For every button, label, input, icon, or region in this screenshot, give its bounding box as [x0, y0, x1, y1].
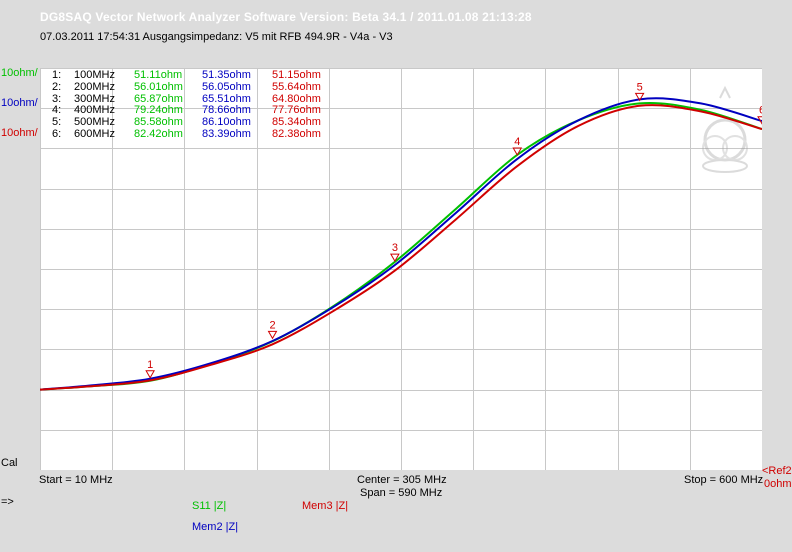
series-line-mem3	[40, 104, 762, 391]
marker-2-label: 2	[269, 319, 275, 331]
marker-6-triangle	[757, 116, 762, 125]
marker-cell-freq: 100MHz	[74, 69, 115, 81]
marker-cell-mem3: 82.38ohm	[272, 128, 321, 140]
marker-5-triangle	[634, 92, 645, 102]
marker-1-label: 1	[147, 359, 153, 371]
marker-cell-idx: 2:	[52, 80, 62, 93]
span-frequency[interactable]: Span = 590 MHz	[360, 487, 443, 499]
marker-cell-idx: 4:	[52, 104, 62, 117]
marker-3-label: 3	[392, 242, 398, 254]
cal-status[interactable]: Cal	[1, 457, 18, 469]
series-line-mem2	[40, 97, 762, 391]
start-frequency[interactable]: Start = 10 MHz	[39, 474, 113, 486]
marker-cell-mem2: 65.51ohm	[202, 92, 251, 105]
marker-cell-freq: 500MHz	[74, 116, 115, 129]
marker-cell-s11: 85.58ohm	[134, 116, 183, 129]
marker-3-triangle	[390, 253, 400, 263]
marker-cell-idx: 1:	[52, 69, 62, 81]
scale-label-s11: 10ohm/	[1, 67, 38, 79]
marker-cell-mem2: 78.66ohm	[202, 104, 251, 117]
marker-cell-idx: 5:	[52, 116, 62, 129]
legend-mem2[interactable]: Mem2 |Z|	[192, 521, 239, 533]
marker-cell-mem2: 83.39ohm	[202, 128, 251, 140]
marker-cell-freq: 400MHz	[74, 104, 115, 117]
marker-cell-s11: 82.42ohm	[134, 128, 183, 140]
marker-4-triangle	[512, 147, 523, 157]
measurement-subtitle: 07.03.2011 17:54:31 Ausgangsimpedanz: V5…	[40, 31, 393, 43]
arrow-indicator: =>	[1, 496, 14, 508]
legend-s11[interactable]: S11 |Z|	[192, 500, 227, 512]
marker-cell-mem3: 51.15ohm	[272, 69, 321, 81]
marker-cell-s11: 65.87ohm	[134, 92, 183, 105]
marker-cell-mem3: 55.64ohm	[272, 80, 321, 93]
marker-cell-mem3: 64.80ohm	[272, 92, 321, 105]
marker-cell-s11: 79.24ohm	[134, 104, 183, 117]
marker-6-label: 6	[759, 105, 762, 117]
scale-label-mem2: 10ohm/	[1, 97, 38, 109]
marker-cell-idx: 6:	[52, 128, 62, 140]
marker-cell-mem3: 85.34ohm	[272, 116, 321, 129]
marker-2-triangle	[267, 330, 278, 340]
marker-cell-mem2: 56.05ohm	[202, 80, 251, 93]
app-title: DG8SAQ Vector Network Analyzer Software …	[40, 10, 532, 24]
reference-label: <Ref2	[762, 465, 792, 477]
marker-cell-freq: 200MHz	[74, 80, 115, 93]
center-frequency[interactable]: Center = 305 MHz	[357, 474, 447, 486]
marker-cell-freq: 600MHz	[74, 128, 115, 140]
legend-mem3[interactable]: Mem3 |Z|	[302, 500, 349, 512]
marker-cell-s11: 56.01ohm	[134, 80, 183, 93]
marker-cell-mem2: 51.35ohm	[202, 69, 251, 81]
marker-5-label: 5	[637, 81, 643, 93]
marker-cell-freq: 300MHz	[74, 92, 115, 105]
marker-cell-s11: 51.11ohm	[134, 69, 183, 81]
watermark-logo	[702, 85, 748, 173]
marker-4-label: 4	[514, 136, 520, 148]
scale-label-mem3: 10ohm/	[1, 127, 38, 139]
marker-cell-mem2: 86.10ohm	[202, 116, 251, 129]
marker-cell-idx: 3:	[52, 92, 62, 105]
marker-1-triangle	[145, 370, 155, 379]
marker-cell-mem3: 77.76ohm	[272, 104, 321, 117]
impedance-chart: 1 2 3 4 5 6	[40, 68, 762, 470]
stop-frequency[interactable]: Stop = 600 MHz	[684, 474, 764, 486]
reference-value: 0ohm	[764, 478, 792, 490]
plot-area[interactable]: 1 2 3 4 5 6 1: 100MHz 51.11ohm 51.35ohm 51.15ohm 2…	[40, 68, 762, 470]
